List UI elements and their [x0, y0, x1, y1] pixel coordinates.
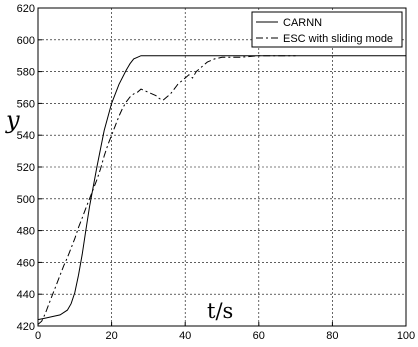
y-tick-label: 420 — [17, 321, 35, 333]
series-line-carnn — [37, 55, 406, 321]
y-tick-label: 440 — [17, 289, 35, 301]
x-tick-label: 20 — [105, 330, 117, 342]
x-tick-label: 100 — [397, 330, 415, 342]
x-tick-label: 60 — [253, 330, 265, 342]
y-tick-label: 600 — [17, 35, 35, 47]
tick-labels: 0 20 40 60 80 100 420 440 460 480 500 520 540 560 580 6… — [17, 3, 416, 342]
x-tick-label: 40 — [179, 330, 191, 342]
legend-label-carnn: CARNN — [283, 17, 322, 29]
y-tick-label: 620 — [17, 3, 35, 15]
y-tick-label: 500 — [17, 194, 35, 206]
series-lines — [37, 55, 406, 325]
y-tick-label: 480 — [17, 226, 35, 238]
y-tick-label: 540 — [17, 130, 35, 142]
y-tick-label: 580 — [17, 67, 35, 79]
x-axis-label: t/s — [207, 299, 233, 323]
y-tick-label: 560 — [17, 98, 35, 110]
legend-box — [251, 11, 403, 48]
x-tick-label: 0 — [35, 330, 41, 342]
y-axis-label: y — [5, 106, 20, 134]
grid — [38, 8, 406, 326]
legend: CARNN ESC with sliding mode — [251, 11, 403, 48]
series-line-esc-sliding-mode — [37, 55, 296, 325]
legend-label-esc: ESC with sliding mode — [283, 33, 393, 45]
y-tick-label: 460 — [17, 257, 35, 269]
y-tick-label: 520 — [17, 162, 35, 174]
x-tick-label: 80 — [326, 330, 338, 342]
